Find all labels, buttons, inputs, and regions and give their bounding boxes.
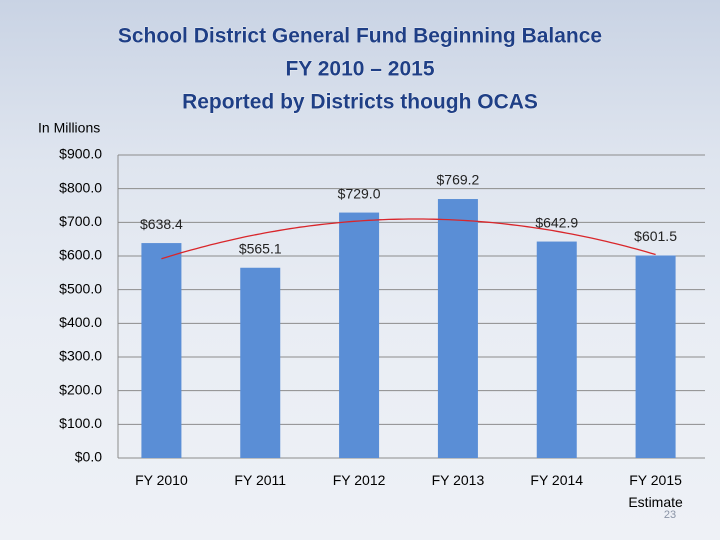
y-tick-label: $300.0 (59, 348, 102, 364)
y-tick-label: $500.0 (59, 280, 102, 296)
y-tick-label: $600.0 (59, 247, 102, 263)
bar (240, 267, 281, 458)
x-tick-label: FY 2012 (332, 472, 386, 488)
bar (141, 243, 182, 458)
y-tick-label: $200.0 (59, 381, 102, 397)
y-tick-label: $900.0 (59, 146, 102, 162)
data-label: $565.1 (239, 240, 282, 256)
y-tick-label: $700.0 (59, 213, 102, 229)
bar (339, 212, 380, 458)
data-label: $642.9 (535, 214, 578, 230)
y-axis-label: In Millions (38, 120, 100, 136)
x-tick-label: FY 2015 Estimate (628, 472, 683, 510)
y-tick-label: $400.0 (59, 314, 102, 330)
bar (536, 241, 577, 458)
y-tick-label: $100.0 (59, 415, 102, 431)
data-label: $638.4 (140, 216, 183, 232)
x-tick-label: FY 2014 (530, 472, 584, 488)
data-label: $769.2 (437, 172, 480, 188)
chart-title: School District General Fund Beginning B… (118, 25, 602, 48)
page-number: 23 (664, 509, 676, 521)
x-tick-label: FY 2010 (135, 472, 188, 488)
chart-title: FY 2010 – 2015 (285, 58, 434, 81)
chart-title: Reported by Districts though OCAS (182, 91, 538, 114)
bar (437, 199, 478, 458)
x-tick-label: FY 2013 (431, 472, 485, 488)
data-label: $729.0 (338, 185, 381, 201)
data-label: $601.5 (634, 228, 677, 244)
trend-line (161, 218, 656, 260)
y-tick-label: $0.0 (75, 449, 102, 465)
x-tick-label: FY 2011 (234, 472, 287, 488)
y-tick-label: $800.0 (59, 179, 102, 195)
bar (635, 255, 676, 458)
